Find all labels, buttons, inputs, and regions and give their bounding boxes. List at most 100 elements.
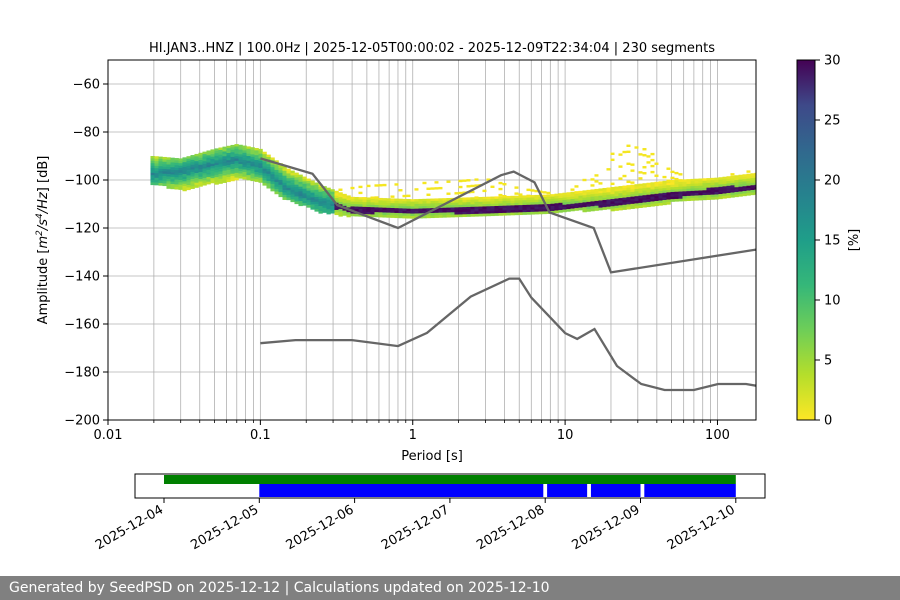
histogram-cell [198,155,202,158]
histogram-cell [442,213,446,216]
histogram-cell [310,195,314,198]
histogram-cell [698,195,702,198]
histogram-cell [378,205,382,208]
histogram-cell [226,155,230,158]
histogram-cell [690,191,694,194]
histogram-cell [198,184,202,187]
histogram-cell [562,202,566,205]
histogram-cell [518,205,522,208]
histogram-cell [606,168,610,170]
histogram-cell [250,154,254,157]
histogram-cell [374,196,378,198]
histogram-cell [158,173,162,176]
histogram-cell [522,207,526,210]
histogram-cell [374,203,378,206]
histogram-cell [682,189,686,192]
histogram-cell [686,184,690,187]
histogram-cell [522,195,526,198]
histogram-cell [482,190,486,192]
timeline-tick-label: 2025-12-06 [284,502,357,553]
histogram-cell [502,213,506,216]
histogram-cell [554,196,558,199]
histogram-cell [390,210,394,213]
histogram-cell [734,194,738,197]
histogram-cell [494,196,498,199]
histogram-cell [362,202,366,205]
histogram-cell [746,181,750,184]
histogram-cell [638,177,642,179]
histogram-cell [238,171,242,174]
histogram-cell [234,149,238,152]
histogram-cell [262,176,266,179]
histogram-cell [634,203,638,206]
histogram-cell [218,174,222,177]
histogram-cell [610,197,614,200]
histogram-cell [722,191,726,194]
histogram-cell [450,207,454,210]
histogram-cell [518,208,522,211]
histogram-cell [374,207,378,210]
histogram-cell [238,164,242,167]
histogram-cell [550,204,554,207]
histogram-cell [530,197,534,200]
histogram-cell [518,200,522,203]
histogram-cell [222,154,226,157]
histogram-cell [654,191,658,194]
histogram-cell [274,192,278,195]
histogram-cell [410,204,414,207]
histogram-cell [230,169,234,172]
histogram-cell [702,193,706,196]
histogram-cell [370,202,374,205]
histogram-cell [350,206,354,209]
histogram-cell [222,180,226,183]
histogram-cell [178,170,182,173]
histogram-cell [550,194,554,197]
histogram-cell [394,213,398,216]
histogram-cell [414,188,418,190]
histogram-cell [654,163,658,165]
histogram-cell [402,199,406,202]
histogram-cell [274,172,278,175]
histogram-cell [618,193,622,196]
histogram-cell [182,157,186,160]
histogram-cell [738,175,742,178]
histogram-cell [206,179,210,182]
histogram-cell [310,193,314,196]
histogram-cell [462,214,466,217]
histogram-cell [526,200,530,203]
histogram-cell [622,198,626,201]
histogram-cell [250,176,254,179]
histogram-cell [426,199,430,202]
histogram-cell [286,181,290,184]
histogram-cell [218,157,222,160]
histogram-cell [194,166,198,169]
histogram-cell [666,180,670,182]
histogram-cell [418,209,422,212]
histogram-cell [162,176,166,179]
histogram-cell [490,186,494,188]
histogram-cell [586,204,590,207]
histogram-cell [174,175,178,178]
histogram-cell [674,182,678,185]
histogram-cell [302,179,306,182]
histogram-cell [326,188,330,191]
histogram-cell [566,209,570,212]
histogram-cell [406,201,410,204]
histogram-cell [242,150,246,153]
histogram-cell [434,198,438,201]
histogram-cell [610,189,614,192]
histogram-cell [746,174,750,177]
histogram-cell [658,191,662,194]
histogram-cell [598,200,602,203]
histogram-cell [302,191,306,194]
histogram-cell [298,184,302,187]
histogram-cell [294,192,298,195]
histogram-cell [578,193,582,196]
histogram-cell [334,193,338,196]
histogram-cell [362,204,366,207]
histogram-cell [294,199,298,202]
histogram-cell [726,195,730,198]
histogram-cell [530,209,534,212]
histogram-cell [626,207,630,210]
histogram-cell [654,175,658,177]
